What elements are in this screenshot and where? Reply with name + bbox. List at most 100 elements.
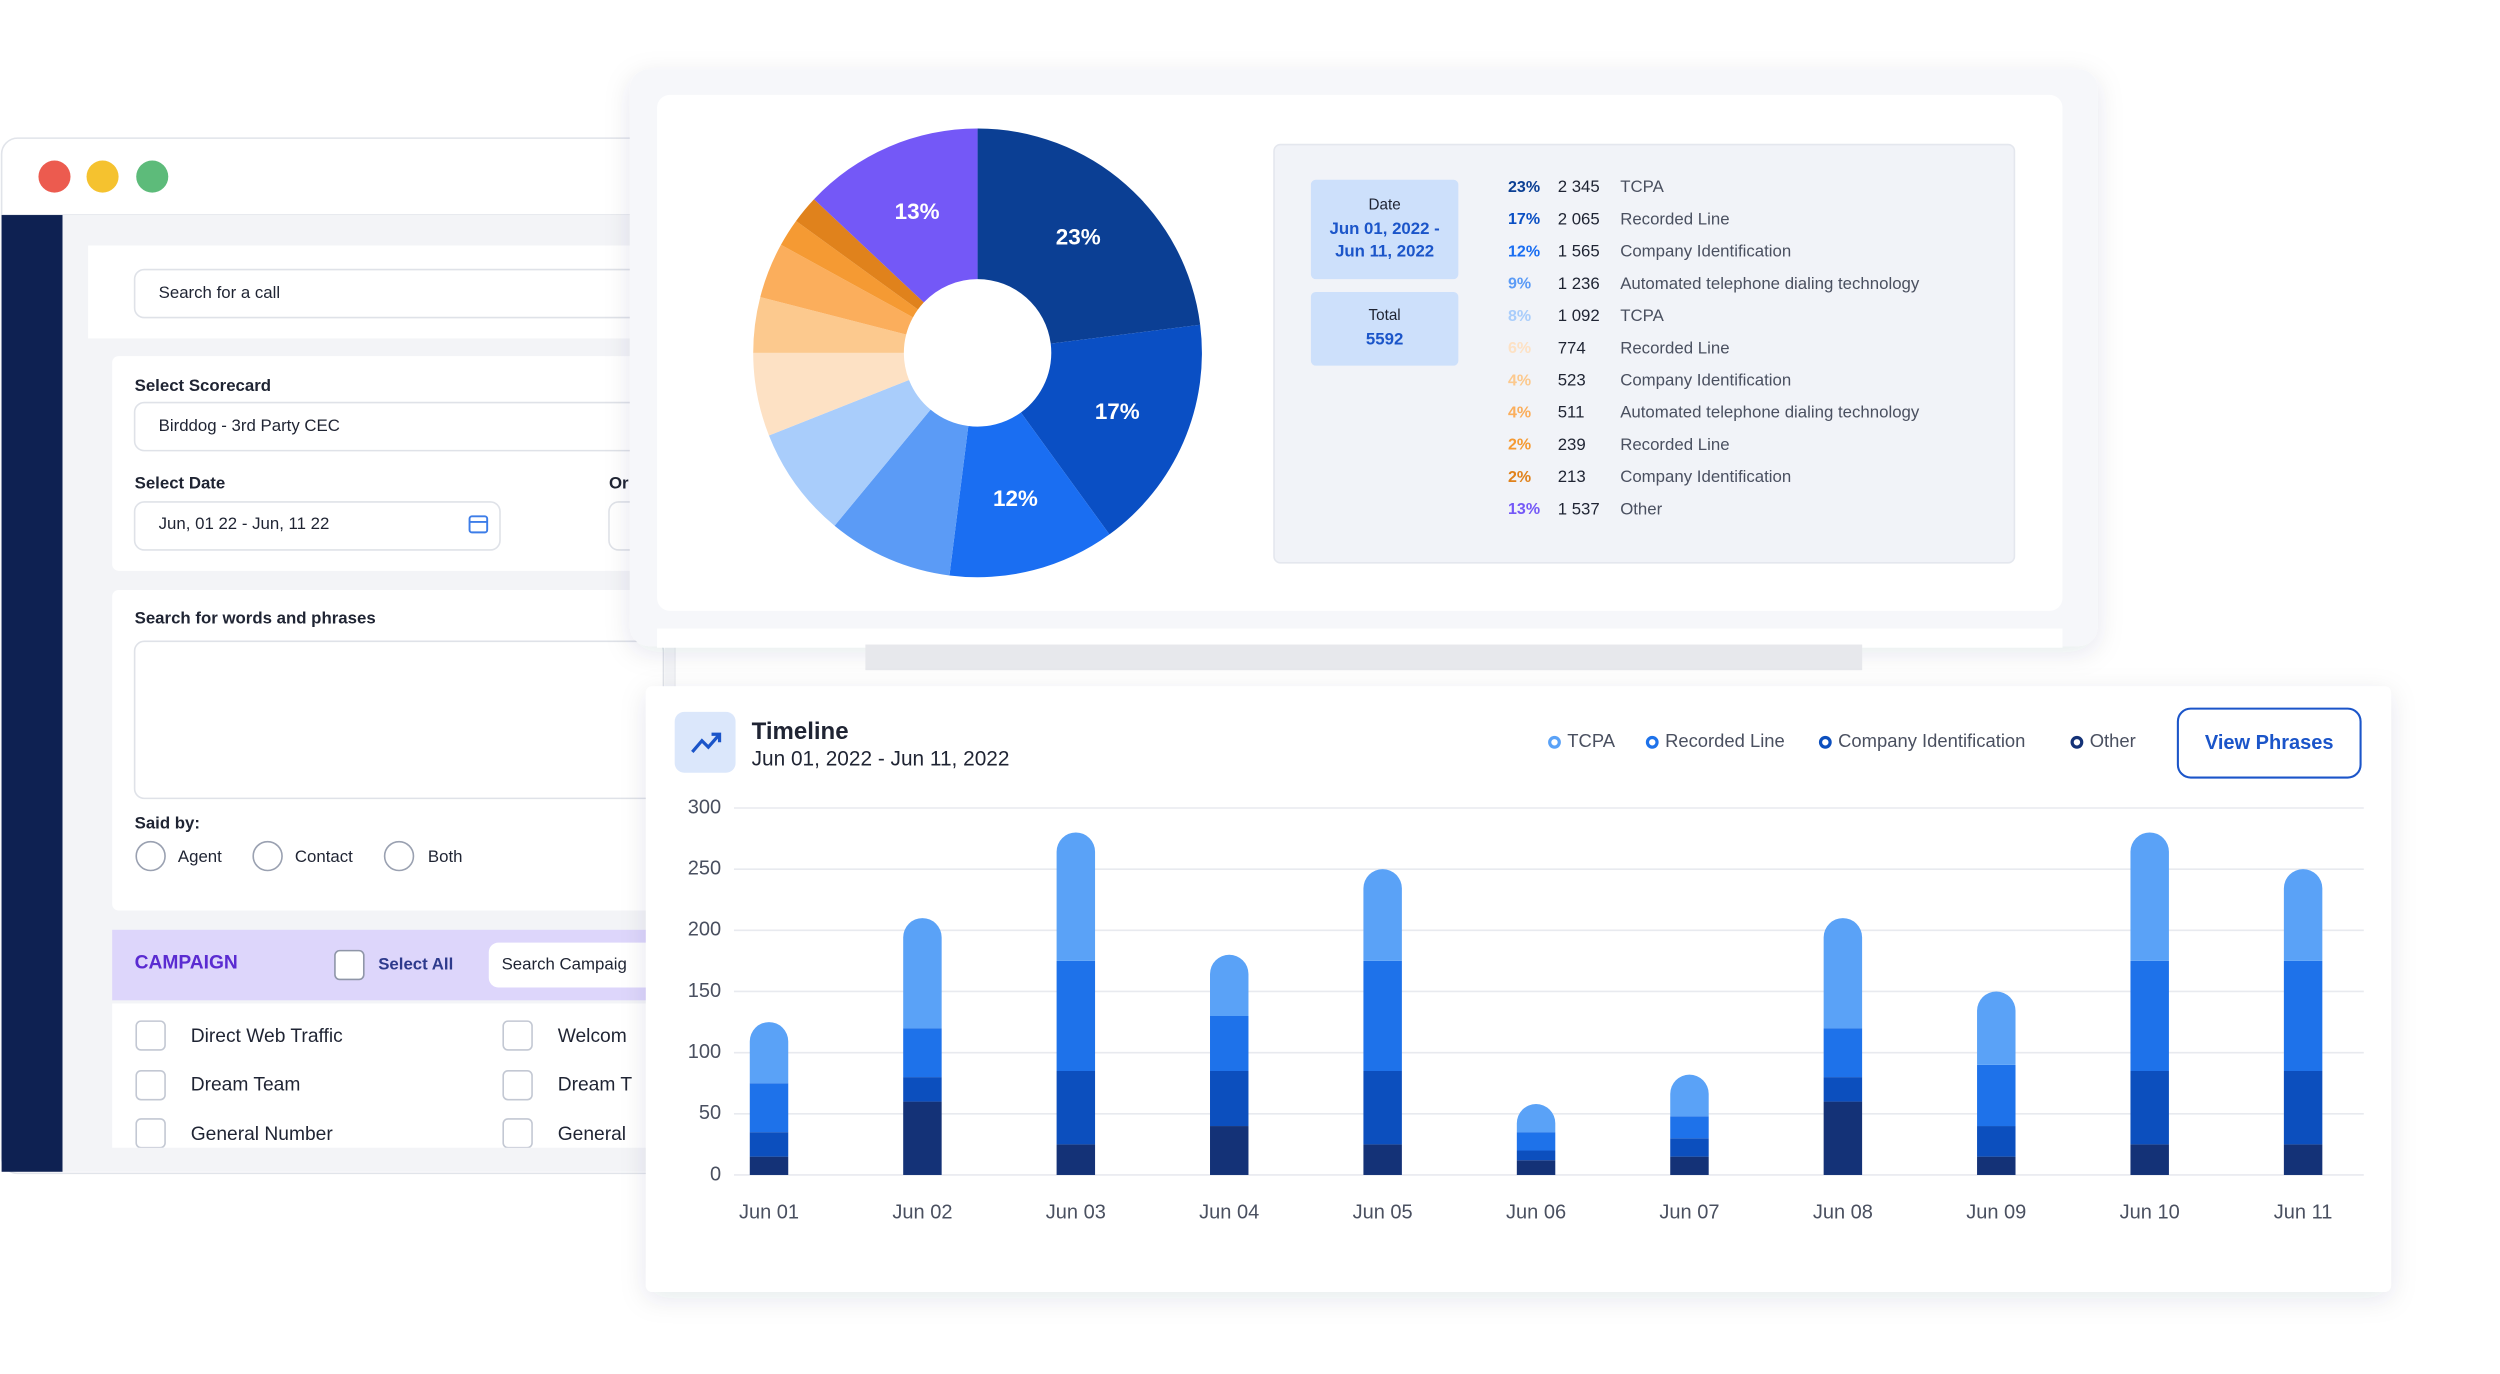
campaign-item: Welcom (558, 1026, 627, 1047)
legend-percent: 2% (1508, 436, 1531, 454)
legend-count: 1 565 (1558, 242, 1600, 261)
bar-segment (1363, 869, 1402, 961)
bar-segment (749, 1083, 789, 1133)
phrases-label: Search for words and phrases (135, 608, 376, 627)
radio[interactable] (252, 840, 283, 872)
x-tick-label: Jun 05 (1353, 1202, 1413, 1224)
y-tick-label: 200 (688, 919, 721, 941)
bar-segment (1056, 1144, 1096, 1175)
sidebar (1, 215, 63, 1172)
bar-segment (2130, 1144, 2169, 1175)
bar-segment (1823, 1028, 1863, 1078)
summary-date-label: Date (1369, 196, 1401, 213)
pie-slice (768, 380, 931, 526)
bar-segment (903, 1077, 942, 1102)
checkbox[interactable] (135, 1070, 166, 1101)
legend-name: Company Identification (1620, 467, 1791, 486)
bar-segment (1823, 918, 1863, 1029)
select-all-checkbox[interactable] (334, 949, 365, 981)
legend-name: TCPA (1620, 177, 1664, 196)
bar-segment (1363, 960, 1402, 1072)
select-all-label: Select All (378, 954, 453, 973)
legend-count: 213 (1558, 467, 1586, 486)
bar-segment (1210, 1126, 1249, 1175)
legend-name: Recorded Line (1620, 338, 1729, 357)
bar-segment (2130, 1071, 2169, 1145)
legend-name: TCPA (1620, 306, 1664, 325)
x-tick-label: Jun 09 (1966, 1202, 2026, 1224)
trend-arrow-head (711, 732, 722, 743)
slice-label: 12% (993, 486, 1038, 511)
said-by-label: Said by: (135, 813, 200, 832)
bar-segment (1977, 1126, 2016, 1157)
minimize-dot[interactable] (86, 160, 119, 193)
summary-total-label: Total (1369, 307, 1401, 324)
checkbox[interactable] (135, 1020, 166, 1051)
y-tick-label: 50 (699, 1102, 721, 1124)
legend-label: Company Identification (1838, 730, 2025, 751)
bar-segment (2283, 869, 2323, 961)
pie-slice (753, 297, 907, 353)
legend-name: Recorded Line (1620, 435, 1729, 454)
timeline-subtitle: Jun 01, 2022 - Jun 11, 2022 (752, 747, 1010, 770)
x-tick-label: Jun 11 (2274, 1202, 2333, 1224)
campaign-item: Dream Team (191, 1074, 301, 1095)
date-value: Jun, 01 22 - Jun, 11 22 (159, 514, 330, 533)
lower-card-edge (657, 628, 2063, 648)
x-tick-label: Jun 08 (1813, 1202, 1873, 1224)
campaign-item: General (558, 1124, 626, 1145)
checkbox[interactable] (135, 1118, 166, 1148)
legend-percent: 4% (1508, 371, 1531, 389)
legend-percent: 23% (1508, 178, 1540, 196)
pie-slice (796, 199, 924, 310)
bar-segment (1670, 1116, 1709, 1139)
bar-segment (1977, 991, 2016, 1065)
legend-count: 2 065 (1558, 209, 1600, 228)
slice-label: 23% (1056, 225, 1101, 250)
bar-segment (749, 1132, 789, 1157)
pie-slice (760, 244, 913, 335)
bar-segment (903, 918, 942, 1029)
legend-count: 239 (1558, 435, 1586, 454)
date-input[interactable] (133, 501, 501, 551)
checkbox[interactable] (502, 1020, 533, 1051)
bar-segment (749, 1022, 789, 1084)
x-tick-label: Jun 02 (892, 1202, 952, 1224)
legend-name: Recorded Line (1620, 209, 1729, 228)
pie-slice (753, 352, 910, 436)
legend-name: Other (1620, 499, 1662, 518)
view-phrases-button[interactable] (2176, 707, 2362, 779)
phrases-textarea[interactable] (133, 640, 665, 800)
date-box (1310, 179, 1459, 280)
legend-marker (1818, 735, 1832, 749)
maximize-dot[interactable] (136, 160, 169, 193)
bar-segment (1823, 1077, 1863, 1102)
button-label: View Phrases (2205, 732, 2334, 754)
campaign-search[interactable] (488, 942, 674, 988)
checkbox[interactable] (502, 1070, 533, 1101)
bar-segment (2283, 1071, 2323, 1145)
date-label: Select Date (135, 474, 226, 493)
campaign-item: Dream T (558, 1074, 633, 1095)
legend-box (1273, 143, 2016, 564)
checkbox[interactable] (502, 1118, 533, 1148)
calendar-icon (468, 515, 489, 534)
pie-slice (834, 409, 969, 576)
slice-label: 13% (895, 199, 940, 224)
bar-segment (1516, 1160, 1556, 1175)
legend-marker (1645, 735, 1659, 749)
radio[interactable] (135, 840, 166, 872)
legend-marker (1548, 735, 1561, 749)
bar-segment (1363, 1144, 1402, 1175)
bar-segment (1670, 1156, 1709, 1175)
legend-percent: 9% (1508, 275, 1531, 293)
radio[interactable] (383, 840, 415, 872)
legend-percent: 6% (1508, 339, 1531, 357)
close-dot[interactable] (38, 160, 71, 193)
legend-count: 1 236 (1558, 274, 1600, 293)
bar-segment (749, 1156, 789, 1175)
bar-segment (2130, 960, 2169, 1072)
bar-segment (1210, 1015, 1249, 1072)
legend-name: Company Identification (1620, 371, 1791, 390)
radio-label: Both (428, 847, 463, 866)
